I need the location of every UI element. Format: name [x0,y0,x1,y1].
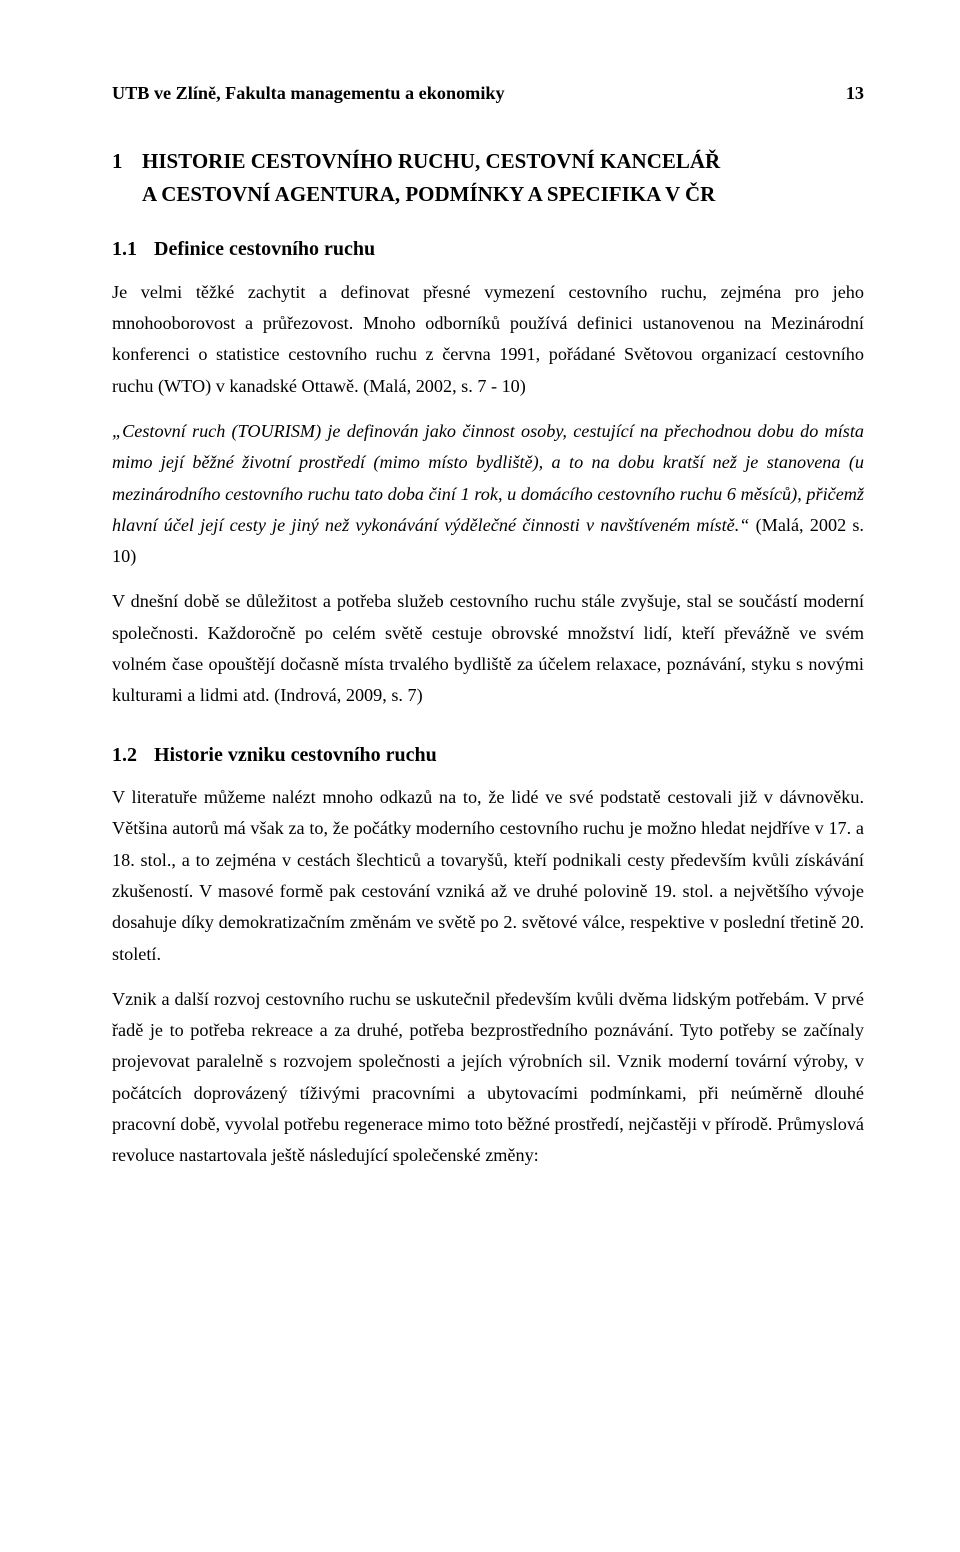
running-header: UTB ve Zlíně, Fakulta managementu a ekon… [112,78,864,109]
page-number: 13 [846,78,864,109]
paragraph-text: Je velmi těžké zachytit a definovat přes… [112,282,864,396]
section-number: 1.1 [112,232,154,266]
body-paragraph: Vznik a další rozvoj cestovního ruchu se… [112,984,864,1172]
chapter-heading: 1 HISTORIE CESTOVNÍHO RUCHU, CESTOVNÍ KA… [112,145,864,210]
chapter-number: 1 [112,145,142,178]
chapter-title-line2: A CESTOVNÍ AGENTURA, PODMÍNKY A SPECIFIK… [112,178,864,211]
chapter-title-line1: HISTORIE CESTOVNÍHO RUCHU, CESTOVNÍ KANC… [142,145,864,178]
body-paragraph: Je velmi těžké zachytit a definovat přes… [112,277,864,402]
body-paragraph: V literatuře můžeme nalézt mnoho odkazů … [112,782,864,970]
section-number: 1.2 [112,738,154,772]
section-title: Definice cestovního ruchu [154,232,375,266]
section-title: Historie vzniku cestovního ruchu [154,738,437,772]
header-left: UTB ve Zlíně, Fakulta managementu a ekon… [112,78,505,109]
section-heading-1-2: 1.2 Historie vzniku cestovního ruchu [112,738,864,772]
section-heading-1-1: 1.1 Definice cestovního ruchu [112,232,864,266]
body-paragraph: V dnešní době se důležitost a potřeba sl… [112,586,864,711]
body-paragraph-quote: „Cestovní ruch (TOURISM) je definován ja… [112,416,864,572]
